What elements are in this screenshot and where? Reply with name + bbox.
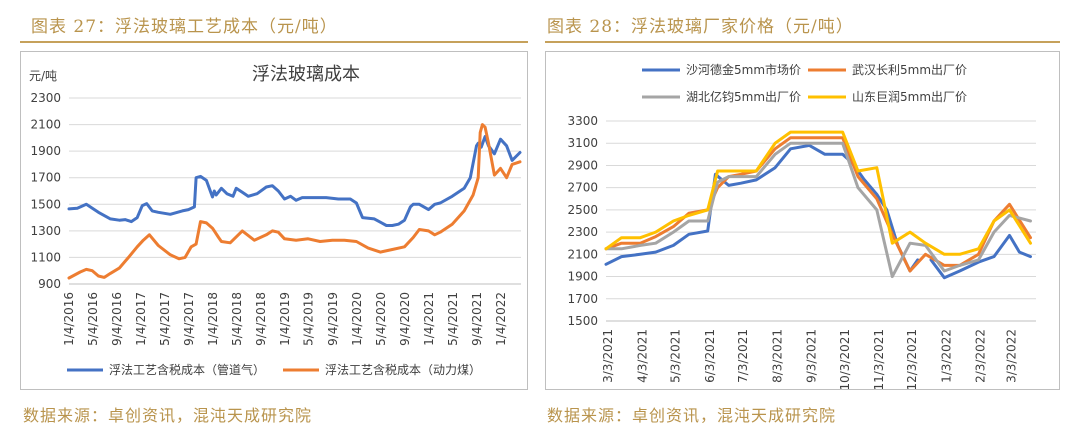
series-line	[604, 143, 920, 273]
legend-label: 浮法工艺含税成本（动力煤）	[325, 362, 481, 377]
title-rule	[20, 41, 528, 43]
x-tick-label: 1/4/2020	[350, 292, 364, 346]
y-tick-label: 900	[38, 277, 61, 291]
y-tick-label: 2300	[30, 91, 61, 105]
y-tick-label: 2100	[567, 247, 598, 261]
x-tick-label: 5/4/2019	[302, 292, 316, 346]
y-tick-label: 2100	[30, 118, 61, 132]
x-tick-label: 5/4/2020	[374, 292, 388, 346]
x-tick-label: 5/4/2017	[158, 292, 172, 346]
series-line	[604, 130, 1032, 256]
legend-label: 浮法工艺含税成本（管道气）	[109, 362, 265, 377]
y-tick-label: 1700	[30, 171, 61, 185]
x-tick-label: 1/4/2017	[134, 292, 148, 346]
x-tick-label: 2/3/2022	[974, 329, 988, 383]
y-tick-label: 3300	[567, 114, 598, 128]
figure-title: 图表 28：浮法玻璃厂家价格（元/吨）	[547, 17, 854, 37]
legend-label: 武汉长利5mm出厂价	[852, 63, 967, 77]
x-tick-label: 9/4/2018	[254, 292, 268, 346]
x-tick-label: 5/4/2016	[86, 292, 100, 346]
x-tick-label: 1/4/2016	[62, 292, 76, 346]
y-tick-label: 1500	[567, 314, 598, 328]
cost-chart: 浮法玻璃成本 元/吨 900 1100 1300 1500 1700 1900 2100 2300…	[29, 64, 522, 377]
legend-label: 湖北亿钧5mm出厂价	[686, 89, 801, 104]
x-tick-label: 11/3/2021	[872, 329, 886, 389]
x-tick-label: 5/3/2021	[669, 329, 683, 383]
series-line	[67, 135, 522, 227]
x-tick-label: 3/3/2021	[601, 329, 615, 383]
x-tick-label: 3/3/2022	[1005, 329, 1019, 383]
x-tick-label: 9/4/2019	[326, 292, 340, 346]
price-chart: 1500 1700 1900 2100 2300 2500 2700 2900 3100 3300…	[567, 62, 1036, 391]
y-tick-label: 3100	[567, 136, 598, 150]
chart-title: 浮法玻璃成本	[252, 64, 360, 85]
legend-label: 沙河德金5mm市场价	[686, 62, 801, 77]
chart-panel-price: 1500 1700 1900 2100 2300 2500 2700 2900 3100 3300…	[545, 51, 1060, 391]
y-tick-label: 1900	[567, 270, 598, 284]
x-tick-label: 4/3/2021	[635, 329, 649, 383]
x-tick-label: 12/3/2021	[905, 329, 919, 389]
x-tick-label: 7/3/2021	[736, 329, 750, 383]
y-tick-label: 2900	[567, 158, 598, 172]
y-unit-label: 元/吨	[29, 69, 57, 83]
y-tick-label: 1500	[30, 197, 61, 211]
x-tick-label: 9/4/2020	[398, 292, 412, 346]
source-note: 数据来源：卓创资讯，混沌天成研究院	[23, 406, 313, 425]
series-line	[604, 141, 1032, 279]
x-tick-label: 1/4/2018	[206, 292, 220, 346]
x-tick-label: 9/4/2021	[470, 292, 484, 346]
x-tick-label: 6/3/2021	[703, 329, 717, 383]
x-tick-label: 9/3/2021	[805, 329, 819, 383]
x-tick-label: 1/4/2022	[494, 292, 508, 346]
x-tick-label: 1/4/2019	[278, 292, 292, 346]
x-tick-label: 5/4/2021	[446, 292, 460, 346]
y-tick-label: 2500	[567, 203, 598, 217]
x-tick-label: 1/3/2022	[939, 329, 953, 383]
x-tick-label: 5/4/2018	[230, 292, 244, 346]
y-tick-label: 1900	[30, 144, 61, 158]
y-tick-label: 1700	[567, 292, 598, 306]
x-tick-label: 1/4/2021	[422, 292, 436, 346]
legend-label: 山东巨润5mm出厂价	[852, 90, 967, 104]
source-note: 数据来源：卓创资讯，混沌天成研究院	[547, 406, 837, 425]
title-rule	[545, 41, 1060, 43]
series-line	[67, 123, 522, 280]
figure-title: 图表 27：浮法玻璃工艺成本（元/吨）	[31, 17, 338, 37]
y-tick-label: 2700	[567, 181, 598, 195]
chart-panel-cost: 浮法玻璃成本 元/吨 900 1100 1300 1500 1700 1900 2100 2300…	[20, 51, 528, 390]
x-tick-label: 9/4/2017	[182, 292, 196, 346]
series-line	[604, 136, 1032, 273]
series-line	[929, 233, 1032, 280]
y-tick-label: 1100	[30, 250, 61, 264]
x-tick-label: 10/3/2021	[838, 329, 852, 389]
y-tick-label: 2300	[567, 225, 598, 239]
x-tick-label: 9/4/2016	[110, 292, 124, 346]
y-tick-label: 1300	[30, 224, 61, 238]
x-tick-label: 8/3/2021	[770, 329, 784, 383]
